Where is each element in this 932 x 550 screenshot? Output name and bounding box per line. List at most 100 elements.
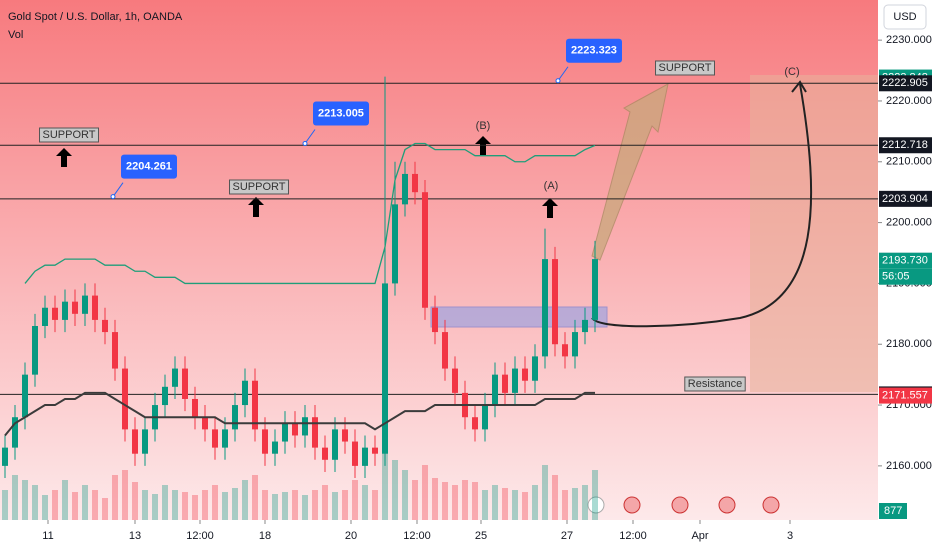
y-tick-label: 2210.000 — [886, 156, 932, 168]
price-label-box — [879, 190, 932, 207]
candle-body — [52, 307, 58, 320]
candle-body — [272, 441, 278, 454]
volume-bar — [182, 492, 188, 520]
callout-point — [110, 194, 116, 200]
candle-body — [62, 301, 68, 320]
moving-average — [4, 391, 595, 437]
volume-bar — [42, 495, 48, 520]
annotation-box — [39, 127, 99, 143]
volume-bar — [152, 494, 158, 520]
candle-body — [22, 374, 28, 418]
callout-label: 2204.261 — [126, 161, 172, 173]
annotation-box — [684, 376, 746, 392]
candle-body — [442, 332, 448, 369]
candle-body — [452, 368, 458, 393]
candle-body — [232, 405, 238, 430]
volume-bar — [362, 485, 368, 520]
volume-bar — [332, 492, 338, 520]
volume-bar — [482, 490, 488, 520]
price-label-box — [879, 387, 932, 404]
candle-body — [582, 319, 588, 333]
y-tick-label: 2200.000 — [886, 217, 932, 229]
volume-bar — [2, 490, 8, 520]
countdown-box — [879, 268, 932, 285]
volume-bar — [32, 485, 38, 520]
volume-bar — [352, 480, 358, 520]
x-tick-label: 12:00 — [403, 530, 431, 542]
event-icon — [623, 496, 641, 514]
currency-label[interactable]: USD — [893, 11, 916, 23]
volume-bar — [112, 475, 118, 520]
candle-body — [412, 173, 418, 193]
volume-bar — [162, 485, 168, 520]
candle-body — [142, 429, 148, 454]
callout-box — [121, 154, 177, 179]
countdown: 56:05 — [882, 271, 910, 283]
candle-body — [342, 429, 348, 442]
volume-bar — [202, 490, 208, 520]
callout-stem — [112, 182, 124, 197]
annotation-box — [655, 60, 715, 76]
candle-body — [72, 301, 78, 314]
candle-body — [372, 447, 378, 454]
target-zone — [750, 75, 878, 392]
candle-body — [122, 368, 128, 430]
candle-body — [482, 405, 488, 430]
volume-bar — [282, 492, 288, 520]
candle-body — [402, 173, 408, 205]
annotation: SUPPORT — [659, 62, 712, 74]
candle-body — [522, 368, 528, 381]
callout-box — [566, 38, 622, 63]
volume-bar — [72, 492, 78, 520]
candle-body — [302, 417, 308, 436]
volume-bar — [122, 470, 128, 520]
volume-bar — [312, 490, 318, 520]
candle-body — [422, 192, 428, 308]
annotation: SUPPORT — [43, 129, 96, 141]
volume-bar — [252, 475, 258, 520]
candle-body — [202, 417, 208, 430]
candle-body — [332, 429, 338, 460]
plot-background — [0, 0, 878, 520]
candle-body — [102, 319, 108, 333]
candle-body — [432, 307, 438, 333]
volume-bar — [62, 480, 68, 520]
volume-bar — [522, 492, 528, 520]
candle-body — [192, 398, 198, 418]
volume-bar — [292, 490, 298, 520]
volume-bar — [402, 470, 408, 520]
arrows — [56, 136, 558, 218]
candle-body — [242, 380, 248, 406]
candle-body — [82, 295, 88, 314]
candle-body — [532, 356, 538, 381]
projection-arrow — [591, 83, 669, 261]
volume-label-box — [879, 503, 907, 519]
x-tick-label: 25 — [475, 530, 487, 542]
currency-button[interactable] — [883, 4, 927, 30]
candle-body — [262, 429, 268, 454]
volume-bar — [582, 485, 588, 520]
event-icon — [587, 496, 605, 514]
candle-body — [492, 374, 498, 406]
volume-bar — [192, 495, 198, 520]
candle-body — [322, 447, 328, 460]
candle-body — [572, 332, 578, 357]
wave-label: (A) — [544, 180, 559, 192]
price-label: 2171.557 — [882, 389, 928, 401]
time-axis — [0, 520, 878, 550]
volume-bar — [12, 475, 18, 520]
volume-bar — [592, 470, 598, 520]
candle-body — [252, 380, 258, 430]
callout-box — [313, 101, 369, 126]
candle-body — [512, 368, 518, 393]
y-tick-label: 2160.000 — [886, 460, 932, 472]
candle-body — [2, 447, 8, 466]
price-label-box — [879, 75, 932, 92]
x-tick-label: 27 — [561, 530, 573, 542]
volume-bar — [342, 490, 348, 520]
candle-body — [502, 374, 508, 393]
volume-bar — [242, 480, 248, 520]
price-label: 2193.730 — [882, 255, 928, 267]
volume-bar — [22, 480, 28, 520]
